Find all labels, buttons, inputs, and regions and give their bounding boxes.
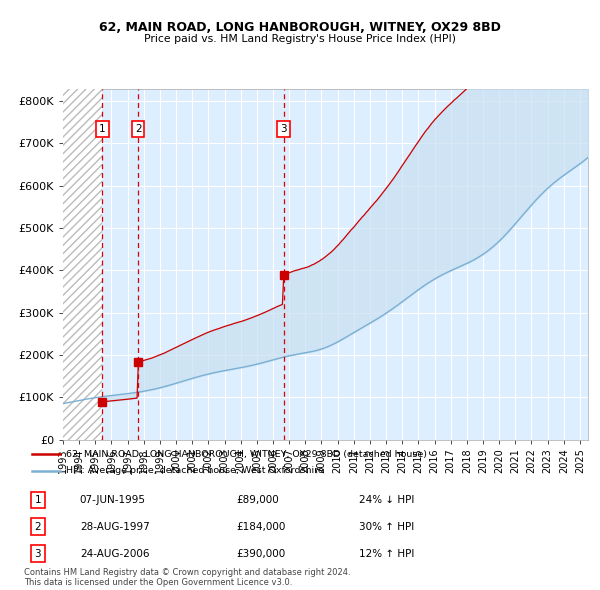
Text: HPI: Average price, detached house, West Oxfordshire: HPI: Average price, detached house, West… <box>66 467 323 476</box>
Text: 62, MAIN ROAD, LONG HANBOROUGH, WITNEY, OX29 8BD (detached house): 62, MAIN ROAD, LONG HANBOROUGH, WITNEY, … <box>66 450 427 458</box>
Text: 1: 1 <box>99 124 106 134</box>
Text: 28-AUG-1997: 28-AUG-1997 <box>80 522 149 532</box>
Text: £184,000: £184,000 <box>236 522 286 532</box>
Text: Price paid vs. HM Land Registry's House Price Index (HPI): Price paid vs. HM Land Registry's House … <box>144 34 456 44</box>
Bar <box>63 88 103 440</box>
Text: 12% ↑ HPI: 12% ↑ HPI <box>359 549 414 559</box>
Text: 30% ↑ HPI: 30% ↑ HPI <box>359 522 414 532</box>
Text: 1: 1 <box>35 495 41 505</box>
Text: 62, MAIN ROAD, LONG HANBOROUGH, WITNEY, OX29 8BD: 62, MAIN ROAD, LONG HANBOROUGH, WITNEY, … <box>99 21 501 34</box>
Text: £89,000: £89,000 <box>236 495 279 505</box>
Text: 2: 2 <box>35 522 41 532</box>
Text: 24% ↓ HPI: 24% ↓ HPI <box>359 495 414 505</box>
Text: £390,000: £390,000 <box>236 549 285 559</box>
Text: 2: 2 <box>135 124 142 134</box>
Text: 3: 3 <box>35 549 41 559</box>
Text: 24-AUG-2006: 24-AUG-2006 <box>80 549 149 559</box>
Text: Contains HM Land Registry data © Crown copyright and database right 2024.
This d: Contains HM Land Registry data © Crown c… <box>24 568 350 587</box>
Text: 07-JUN-1995: 07-JUN-1995 <box>80 495 146 505</box>
Text: 3: 3 <box>280 124 287 134</box>
